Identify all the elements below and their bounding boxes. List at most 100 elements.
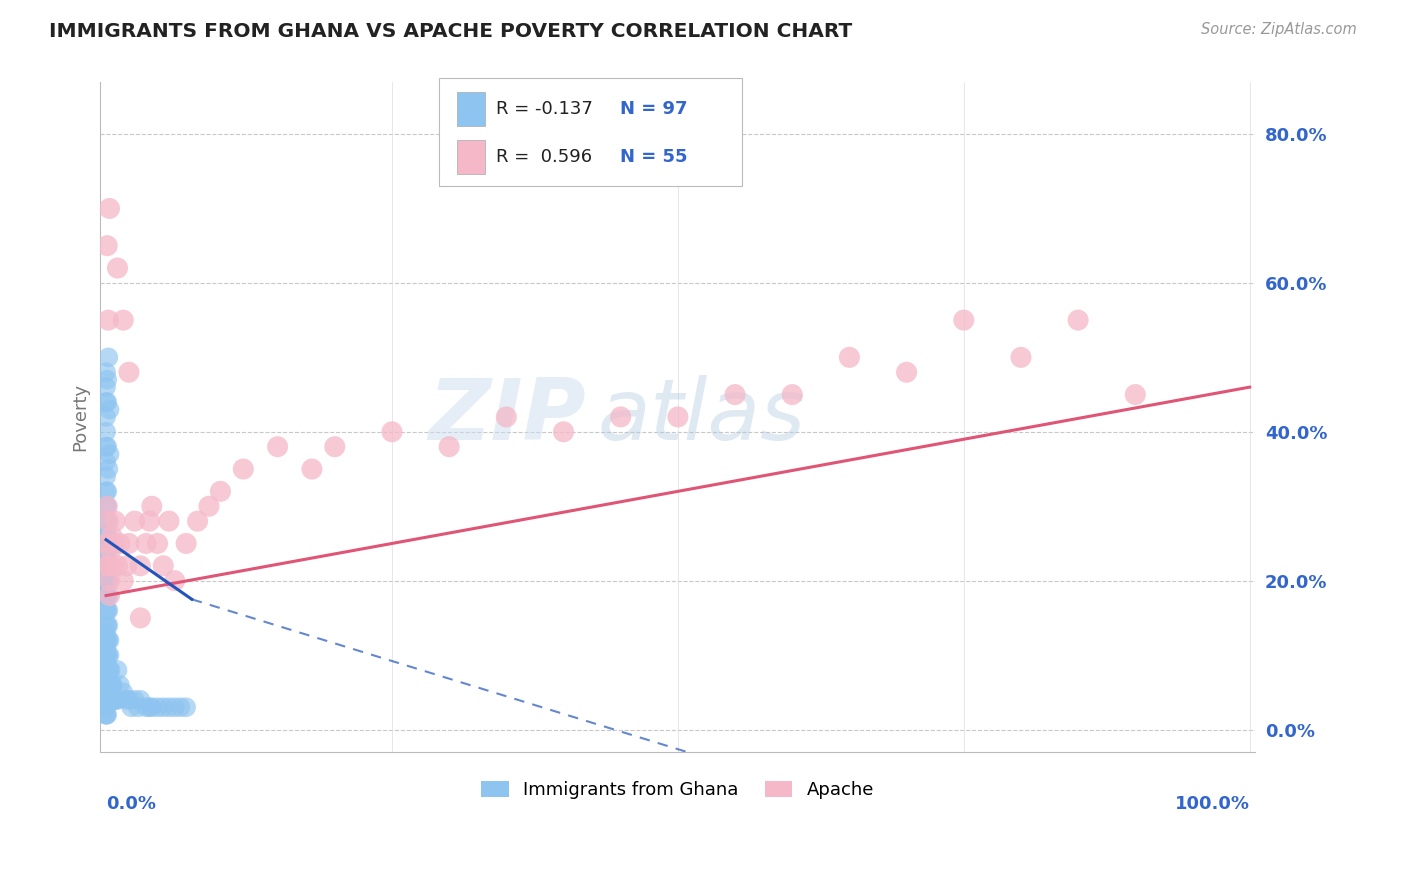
Point	[98, 589, 121, 603]
Point	[94, 425, 117, 439]
Point	[838, 351, 860, 365]
Point	[96, 589, 118, 603]
Point	[94, 700, 117, 714]
Point	[94, 603, 117, 617]
Point	[107, 663, 129, 677]
Point	[174, 700, 197, 714]
Point	[115, 558, 138, 573]
Text: N = 97: N = 97	[620, 100, 688, 118]
Point	[135, 536, 157, 550]
Point	[107, 260, 129, 275]
Point	[107, 558, 129, 573]
Point	[96, 536, 118, 550]
Point	[97, 558, 120, 573]
Point	[96, 544, 118, 558]
Point	[146, 700, 169, 714]
Text: ZIP: ZIP	[427, 376, 585, 458]
Point	[94, 529, 117, 543]
Point	[112, 685, 135, 699]
Point	[98, 633, 121, 648]
Point	[101, 693, 124, 707]
Point	[96, 395, 118, 409]
Point	[97, 693, 120, 707]
Point	[1010, 351, 1032, 365]
Point	[157, 700, 180, 714]
Point	[100, 678, 122, 692]
Point	[94, 395, 117, 409]
Point	[98, 663, 121, 677]
Point	[98, 447, 121, 461]
Point	[120, 700, 142, 714]
Point	[952, 313, 974, 327]
Text: atlas: atlas	[598, 376, 806, 458]
Point	[101, 558, 124, 573]
Point	[96, 603, 118, 617]
Point	[96, 648, 118, 662]
Point	[97, 663, 120, 677]
Point	[232, 462, 254, 476]
Point	[118, 365, 141, 379]
Point	[101, 678, 124, 692]
Point	[112, 313, 135, 327]
Point	[118, 693, 141, 707]
Point	[94, 640, 117, 655]
Point	[96, 693, 118, 707]
Point	[100, 663, 122, 677]
Point	[94, 409, 117, 424]
Point	[780, 387, 803, 401]
Point	[96, 500, 118, 514]
Point	[94, 589, 117, 603]
Point	[94, 693, 117, 707]
Text: 100.0%: 100.0%	[1174, 796, 1250, 814]
Point	[896, 365, 918, 379]
Point	[98, 574, 121, 588]
Point	[124, 514, 146, 528]
Point	[94, 618, 117, 632]
Point	[94, 440, 117, 454]
Point	[96, 514, 118, 528]
Point	[94, 365, 117, 379]
Point	[666, 409, 689, 424]
Point	[98, 648, 121, 662]
Point	[94, 454, 117, 468]
Text: 0.0%: 0.0%	[105, 796, 156, 814]
Text: R = -0.137: R = -0.137	[496, 100, 593, 118]
Point	[129, 693, 152, 707]
Point	[103, 536, 125, 550]
Point	[94, 574, 117, 588]
Point	[1123, 387, 1146, 401]
Point	[104, 514, 127, 528]
Point	[163, 574, 186, 588]
Point	[174, 536, 197, 550]
Point	[94, 685, 117, 699]
Point	[101, 693, 124, 707]
Point	[198, 500, 221, 514]
Point	[94, 648, 117, 662]
Point	[141, 500, 163, 514]
Point	[96, 373, 118, 387]
Point	[553, 425, 575, 439]
Y-axis label: Poverty: Poverty	[72, 383, 89, 451]
Point	[96, 707, 118, 722]
Point	[97, 351, 120, 365]
Point	[107, 693, 129, 707]
Point	[94, 558, 117, 573]
Point	[97, 574, 120, 588]
Point	[97, 589, 120, 603]
Point	[96, 500, 118, 514]
Point	[129, 611, 152, 625]
Point	[97, 514, 120, 528]
Point	[152, 700, 174, 714]
Point	[98, 678, 121, 692]
Point	[157, 514, 180, 528]
Point	[103, 693, 125, 707]
Point	[98, 402, 121, 417]
Point	[108, 536, 131, 550]
Point	[98, 693, 121, 707]
Point	[163, 700, 186, 714]
Point	[96, 440, 118, 454]
Point	[94, 707, 117, 722]
Point	[96, 618, 118, 632]
Point	[266, 440, 288, 454]
Point	[94, 380, 117, 394]
